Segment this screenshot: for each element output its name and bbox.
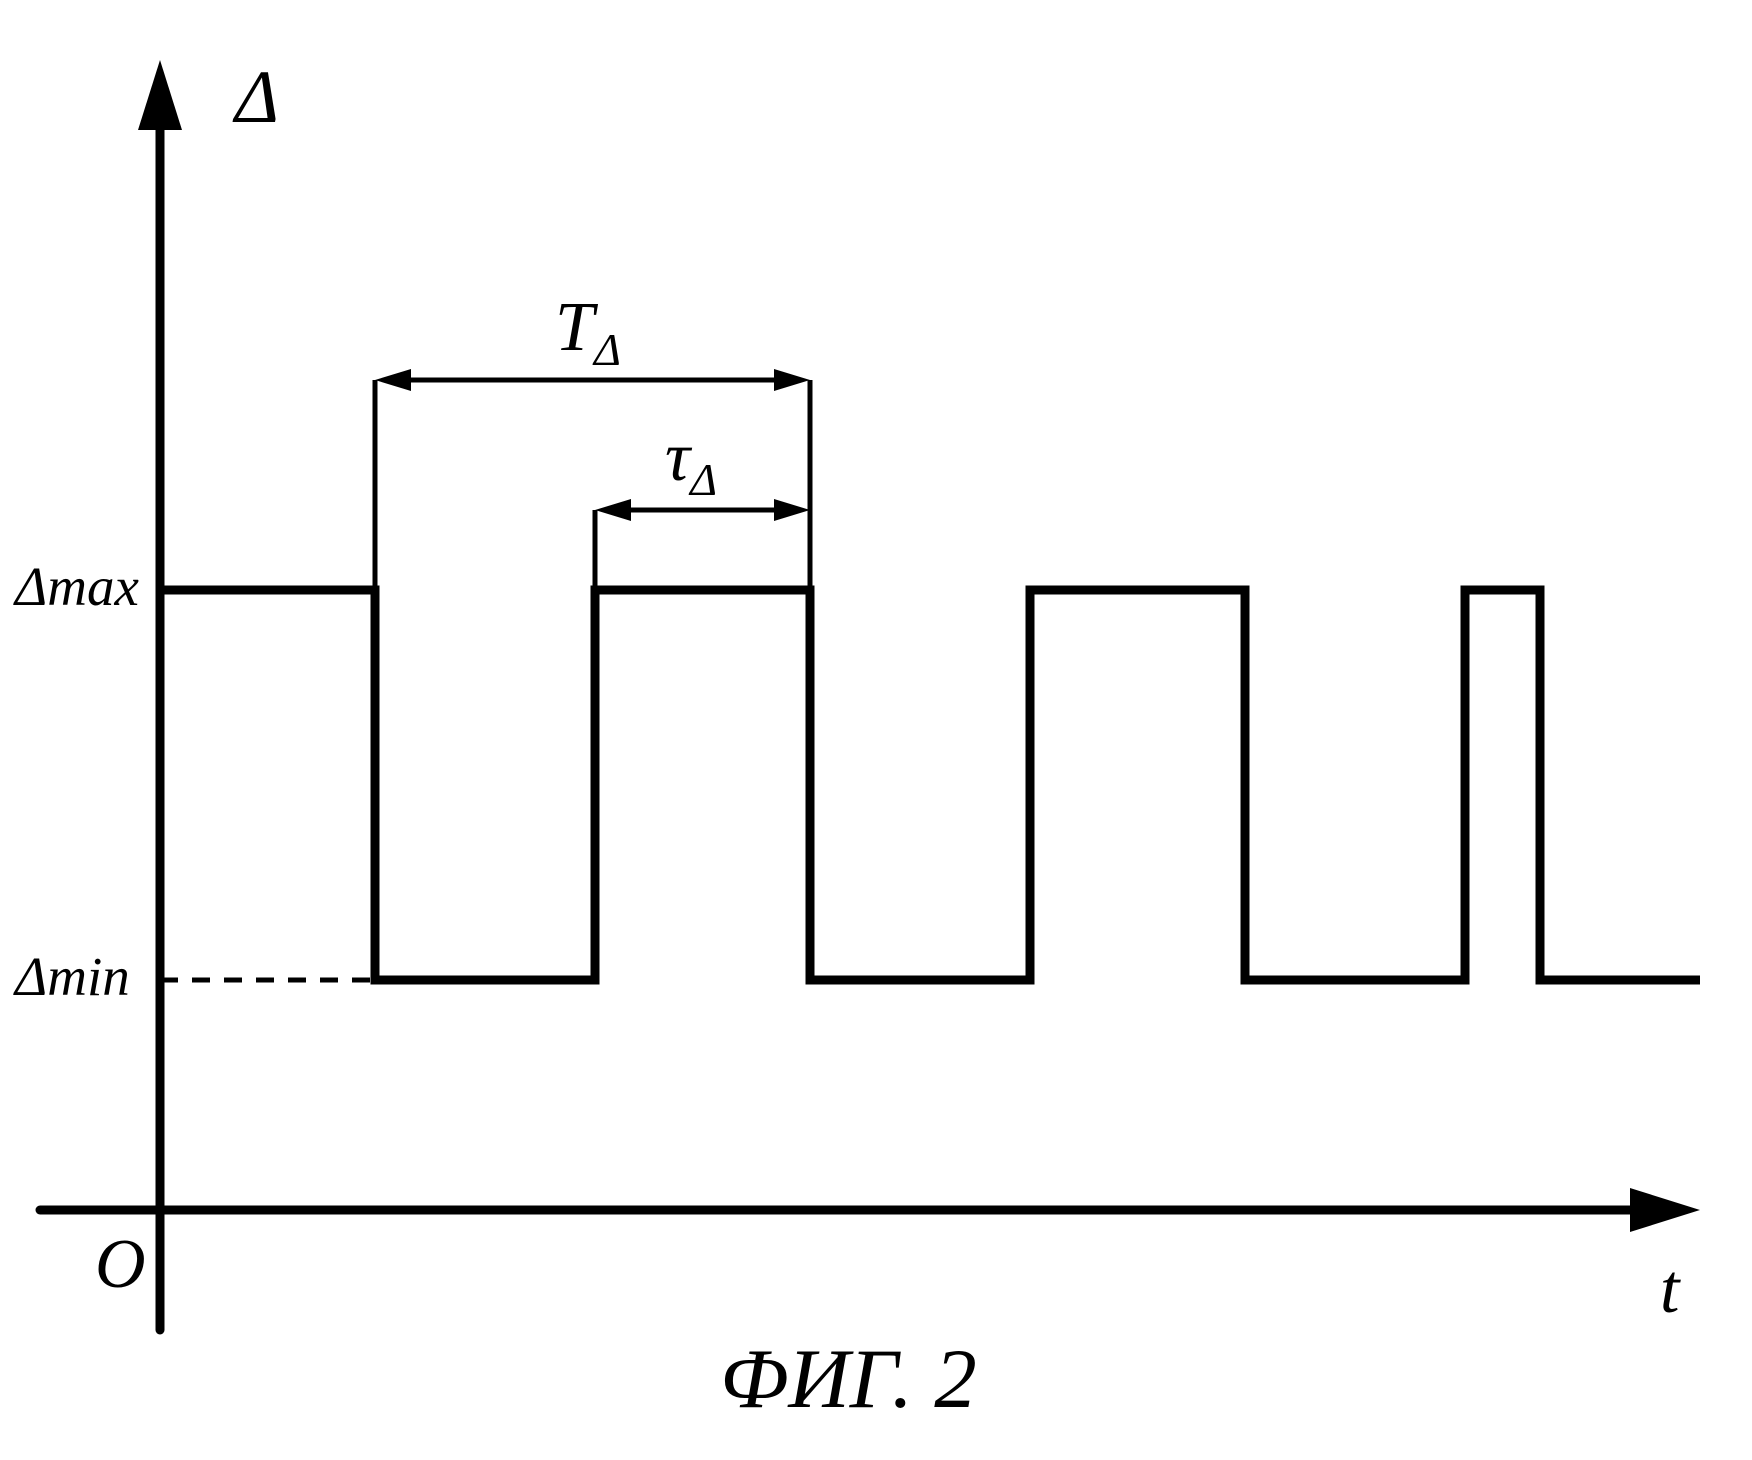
origin-label: O bbox=[95, 1225, 146, 1305]
period-label: TΔ bbox=[555, 288, 621, 376]
x-axis-arrow bbox=[1630, 1188, 1700, 1232]
delta-min-label: Δmin bbox=[15, 945, 130, 1008]
figure-caption: ФИГ. 2 bbox=[720, 1330, 977, 1428]
pulse-label-sub: Δ bbox=[690, 454, 717, 505]
pulse-label-main: τ bbox=[665, 419, 690, 496]
square-waveform bbox=[160, 590, 1700, 980]
figure-stage: Δ t O Δmax Δmin TΔ τΔ ФИГ. 2 bbox=[0, 0, 1752, 1460]
delta-max-label-text: Δmax bbox=[15, 556, 139, 617]
period-label-sub: Δ bbox=[594, 324, 621, 375]
pulse-dimension-arrow-left bbox=[595, 499, 631, 521]
y-axis-arrow bbox=[138, 60, 182, 130]
delta-max-label: Δmax bbox=[15, 555, 139, 618]
period-dimension-arrow-left bbox=[375, 369, 411, 391]
period-dimension-arrow-right bbox=[774, 369, 810, 391]
y-axis-label: Δ bbox=[235, 55, 279, 141]
delta-min-label-text: Δmin bbox=[15, 946, 130, 1007]
x-axis-label: t bbox=[1660, 1250, 1679, 1330]
period-label-main: T bbox=[555, 289, 594, 366]
pulse-label: τΔ bbox=[665, 418, 717, 506]
figure-svg bbox=[0, 0, 1752, 1460]
pulse-dimension-arrow-right bbox=[774, 499, 810, 521]
